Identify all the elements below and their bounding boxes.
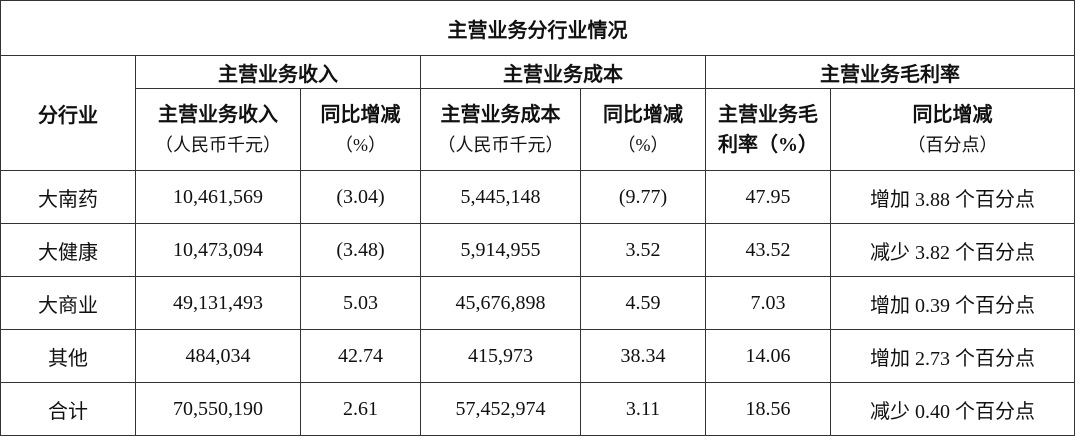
- table-row: 大南药 10,461,569 (3.04) 5,445,148 (9.77) 47.95 增…: [0, 170, 1075, 224]
- row-label: 大商业: [0, 276, 136, 330]
- column-unit: （人民币千元）: [437, 134, 564, 155]
- table-cell: 减少 0.40 个百分点: [830, 382, 1075, 436]
- table-cell: (3.48): [300, 223, 421, 277]
- table-cell: 7.03: [705, 276, 831, 330]
- table-cell: 18.56: [705, 382, 831, 436]
- table-cell: 增加 3.88 个百分点: [830, 170, 1075, 224]
- column-header: 主营业务收入 （人民币千元）: [135, 88, 301, 171]
- column-header: 同比增减 （%）: [580, 88, 706, 171]
- table-cell: 增加 2.73 个百分点: [830, 329, 1075, 383]
- column-header: 主营业务成本 （人民币千元）: [420, 88, 581, 171]
- table-cell: 38.34: [580, 329, 706, 383]
- group-header: 主营业务毛利率: [705, 55, 1075, 89]
- table-title: 主营业务分行业情况: [0, 0, 1075, 56]
- table-cell: 14.06: [705, 329, 831, 383]
- table-cell: 4.59: [580, 276, 706, 330]
- column-unit: （百分点）: [907, 134, 998, 155]
- table-row: 大健康 10,473,094 (3.48) 5,914,955 3.52 43.52 减少 …: [0, 223, 1075, 277]
- column-header: 同比增减 （%）: [300, 88, 421, 171]
- table-row: 合计 70,550,190 2.61 57,452,974 3.11 18.56 减少 0.…: [0, 382, 1075, 436]
- group-header: 主营业务收入: [135, 55, 421, 89]
- row-label: 合计: [0, 382, 136, 436]
- column-label: 主营业务成本: [440, 103, 561, 126]
- table-cell: 43.52: [705, 223, 831, 277]
- column-header: 主营业务毛利率（%）: [705, 88, 831, 171]
- row-label: 大健康: [0, 223, 136, 277]
- column-label: 主营业务毛利率（%）: [718, 103, 818, 156]
- column-header: 同比增减 （百分点）: [830, 88, 1075, 171]
- table-cell: 2.61: [300, 382, 421, 436]
- column-unit: （%）: [617, 134, 669, 155]
- table-cell: 45,676,898: [420, 276, 581, 330]
- table-cell: 42.74: [300, 329, 421, 383]
- table-cell: 5,914,955: [420, 223, 581, 277]
- group-header: 主营业务成本: [420, 55, 706, 89]
- column-header-row: 主营业务收入 （人民币千元） 同比增减 （%） 主营业务成本 （人民币千元） 同比增减 （%）…: [1, 88, 1075, 171]
- segment-header: 分行业: [0, 55, 136, 171]
- table-cell: (3.04): [300, 170, 421, 224]
- table-cell: 415,973: [420, 329, 581, 383]
- table-cell: 484,034: [135, 329, 301, 383]
- column-unit: （%）: [335, 134, 386, 155]
- table-cell: 70,550,190: [135, 382, 301, 436]
- table-cell: 10,461,569: [135, 170, 301, 224]
- row-label: 大南药: [0, 170, 136, 224]
- table-cell: 57,452,974: [420, 382, 581, 436]
- table-cell: 3.52: [580, 223, 706, 277]
- table-cell: (9.77): [580, 170, 706, 224]
- table-cell: 10,473,094: [135, 223, 301, 277]
- table-cell: 47.95: [705, 170, 831, 224]
- table-row: 大商业 49,131,493 5.03 45,676,898 4.59 7.03 增加 0.…: [0, 276, 1075, 330]
- column-unit: （人民币千元）: [155, 134, 281, 155]
- column-label: 同比增减: [603, 103, 683, 126]
- table-row: 其他 484,034 42.74 415,973 38.34 14.06 增加 2.73 个…: [0, 329, 1075, 383]
- table-cell: 减少 3.82 个百分点: [830, 223, 1075, 277]
- table-cell: 增加 0.39 个百分点: [830, 276, 1075, 330]
- table-cell: 5,445,148: [420, 170, 581, 224]
- row-label: 其他: [0, 329, 136, 383]
- column-label: 同比增减: [320, 103, 401, 126]
- column-label: 同比增减: [912, 103, 993, 126]
- table-body: 大南药 10,461,569 (3.04) 5,445,148 (9.77) 47.95 增…: [0, 170, 1075, 436]
- table-cell: 5.03: [300, 276, 421, 330]
- column-label: 主营业务收入: [158, 103, 278, 126]
- table-cell: 49,131,493: [135, 276, 301, 330]
- table-cell: 3.11: [580, 382, 706, 436]
